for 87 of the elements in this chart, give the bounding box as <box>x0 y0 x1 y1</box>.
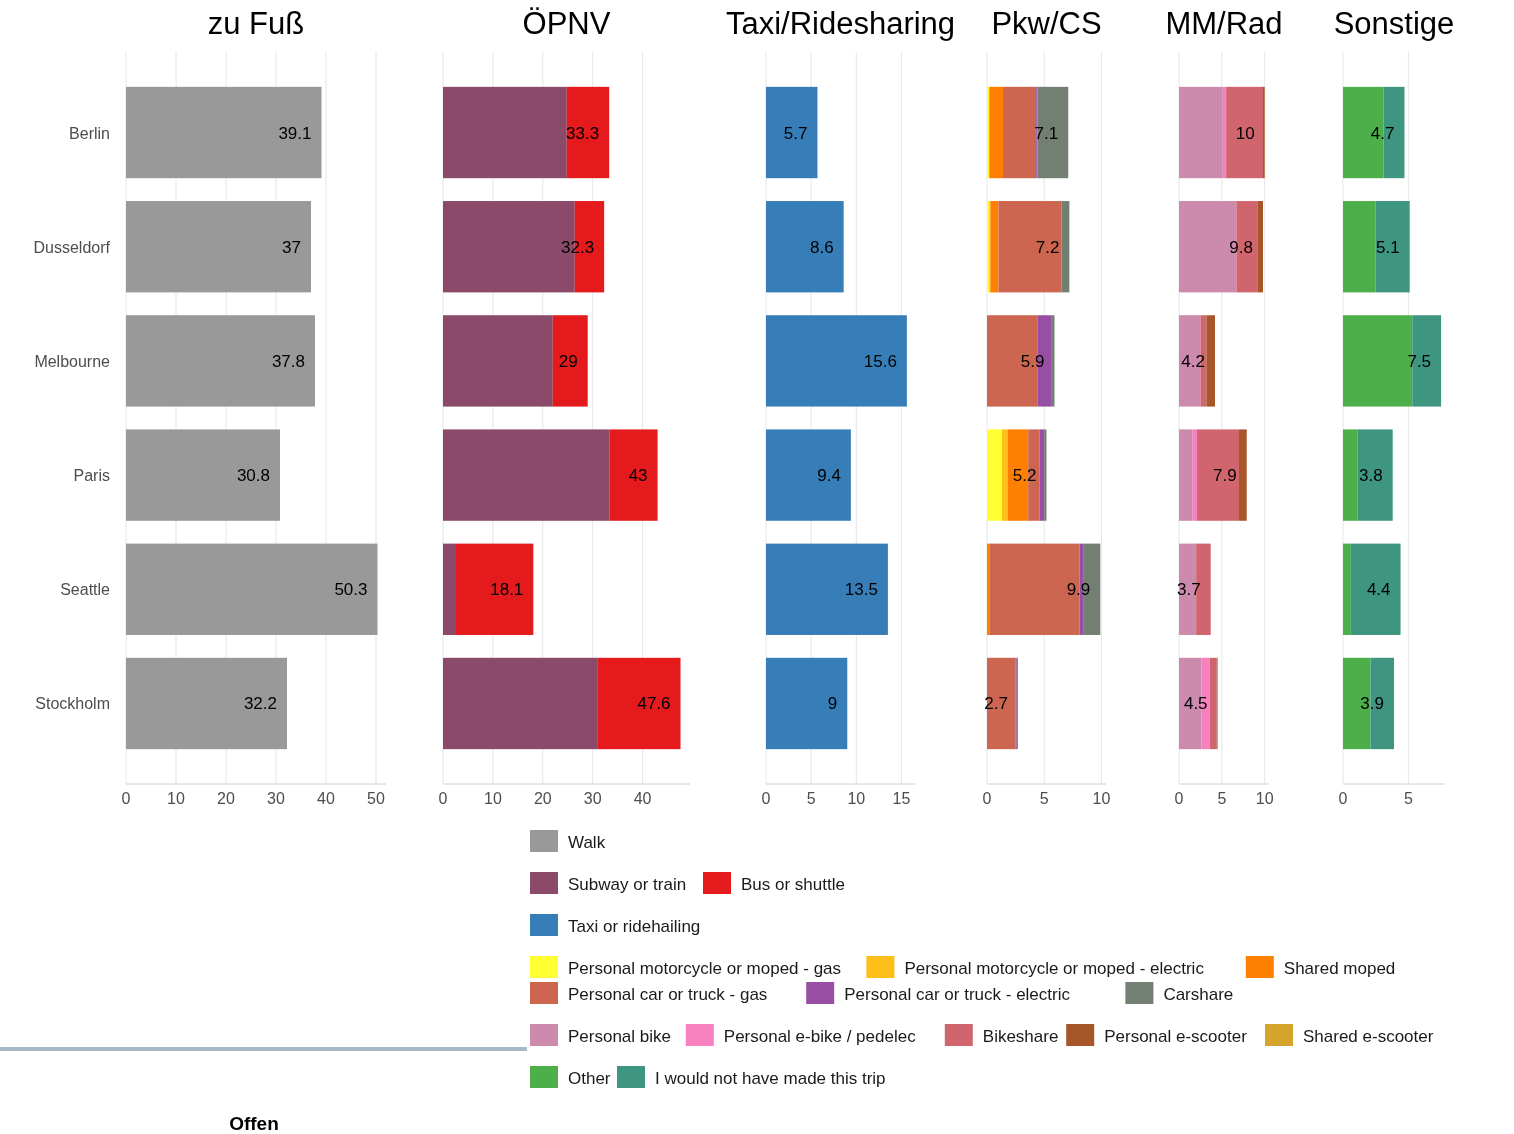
total-label: 7.2 <box>1035 237 1060 257</box>
total-label: 33.3 <box>566 123 600 143</box>
legend-label: Taxi or ridehailing <box>568 917 701 936</box>
total-label: 4.2 <box>1181 351 1205 371</box>
x-tick-label: 30 <box>583 790 602 807</box>
x-tick-label: 10 <box>1255 790 1274 807</box>
total-label: 9 <box>827 694 838 714</box>
total-label: 3.9 <box>1360 694 1384 714</box>
chart-title: ÖPNV <box>522 6 611 41</box>
x-tick-label: 0 <box>1174 790 1184 807</box>
chart-title: MM/Rad <box>1165 6 1283 41</box>
y-tick-label: Melbourne <box>34 352 111 370</box>
total-label: 32.3 <box>561 237 595 257</box>
legend-label: Personal bike <box>568 1027 672 1046</box>
total-label: 8.6 <box>810 237 834 257</box>
total-label: 37.8 <box>271 351 305 371</box>
legend-label: Shared e-scooter <box>1303 1027 1434 1046</box>
x-tick-label: 0 <box>761 790 771 807</box>
x-tick-label: 5 <box>806 790 816 807</box>
total-label: 18.1 <box>490 580 524 600</box>
total-label: 50.3 <box>334 580 368 600</box>
legend-label: Personal e-bike / pedelec <box>723 1027 917 1046</box>
total-label: 4.5 <box>1183 694 1208 714</box>
legend-label: Other <box>568 1069 611 1088</box>
total-label: 43 <box>628 466 648 486</box>
x-tick-label: 10 <box>847 790 866 807</box>
total-label: 5.7 <box>783 123 808 143</box>
x-tick-label: 40 <box>317 790 335 807</box>
x-tick-label: 20 <box>217 790 235 807</box>
total-label: 9.4 <box>817 466 841 486</box>
x-tick-label: 40 <box>633 790 652 807</box>
x-tick-label: 10 <box>1092 790 1111 807</box>
total-label: 29 <box>558 351 578 371</box>
y-tick-label: Paris <box>73 467 110 485</box>
x-tick-label: 10 <box>484 790 502 807</box>
x-tick-label: 10 <box>167 790 185 807</box>
legend-label: Personal motorcycle or moped - gas <box>568 959 842 978</box>
total-label: 3.8 <box>1359 466 1383 486</box>
total-label: 30.8 <box>236 466 270 486</box>
total-label: 7.9 <box>1213 466 1237 486</box>
total-label: 7.5 <box>1407 351 1432 371</box>
legend-label: Personal e-scooter <box>1104 1027 1248 1046</box>
x-tick-label: 0 <box>1338 790 1348 807</box>
total-label: 3.7 <box>1177 580 1201 600</box>
total-label: 10 <box>1235 123 1255 143</box>
y-tick-label: Stockholm <box>35 695 110 713</box>
legend-label: Subway or train <box>568 875 687 894</box>
legend-label: Bikeshare <box>982 1027 1059 1046</box>
y-tick-label: Dusseldorf <box>33 238 111 256</box>
legend-label: Personal motorcycle or moped - electric <box>904 959 1205 978</box>
x-tick-label: 0 <box>121 790 131 807</box>
total-label: 39.1 <box>278 123 312 143</box>
x-tick-label: 5 <box>1039 790 1049 807</box>
total-label: 15.6 <box>863 351 897 371</box>
total-label: 5.1 <box>1376 237 1400 257</box>
total-label: 5.2 <box>1012 466 1037 486</box>
legend-label: I would not have made this trip <box>655 1069 886 1088</box>
total-label: 13.5 <box>844 580 878 600</box>
total-label: 9.9 <box>1066 580 1091 600</box>
total-label: 5.9 <box>1020 351 1045 371</box>
x-tick-label: 5 <box>1403 790 1413 807</box>
x-tick-label: 30 <box>267 790 285 807</box>
total-label: 9.8 <box>1229 237 1253 257</box>
chart-title: zu Fuß <box>207 6 305 41</box>
total-label: 37 <box>282 237 301 257</box>
x-tick-label: 5 <box>1217 790 1227 807</box>
x-tick-label: 15 <box>892 790 911 807</box>
y-tick-label: Berlin <box>69 124 110 142</box>
legend-label: Personal car or truck - electric <box>844 985 1071 1004</box>
legend-label: Carshare <box>1163 985 1234 1004</box>
x-tick-label: 0 <box>982 790 992 807</box>
text: Offen <box>229 1113 279 1134</box>
x-tick-label: 50 <box>367 790 385 807</box>
legend-label: Walk <box>568 833 606 852</box>
x-tick-label: 0 <box>438 790 448 807</box>
chart-title: Taxi/Ridesharing <box>725 6 956 41</box>
x-tick-label: 20 <box>533 790 552 807</box>
legend-label: Personal car or truck - gas <box>568 985 768 1004</box>
total-label: 47.6 <box>637 694 671 714</box>
chart-title: Sonstige <box>1333 6 1455 41</box>
total-label: 32.2 <box>243 694 277 714</box>
chart-title: Pkw/CS <box>991 6 1102 41</box>
y-tick-label: Seattle <box>60 581 111 599</box>
total-label: 4.4 <box>1366 580 1391 600</box>
legend-label: Bus or shuttle <box>741 875 845 894</box>
total-label: 4.7 <box>1370 123 1395 143</box>
legend-label: Shared moped <box>1283 959 1396 978</box>
